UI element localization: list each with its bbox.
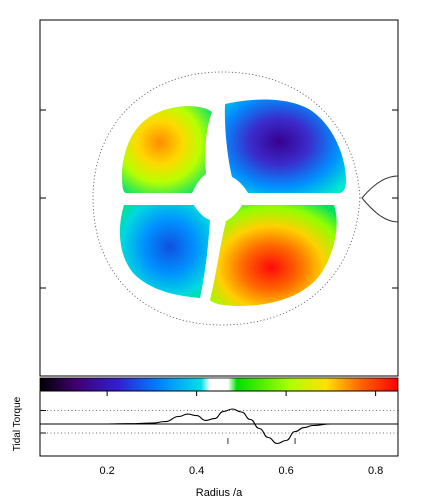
y-axis-label: Tidal Torque (12, 396, 23, 451)
torque-series-line (40, 408, 398, 445)
colorbar-strip (39, 377, 399, 392)
x-tick-label: 0.8 (368, 465, 383, 477)
x-tick-label: 0.2 (99, 465, 114, 477)
quadrant-lower-left (119, 205, 210, 298)
quadrant-upper-left (122, 106, 212, 193)
torque-axes (40, 410, 398, 434)
x-axis-ticks: 0.2 0.4 0.6 0.8 (99, 391, 383, 477)
roche-lobe-outline (92, 71, 361, 326)
quadrant-lower-right (210, 205, 337, 306)
quadrant-upper-right (224, 99, 346, 193)
colorbar (39, 377, 399, 392)
torque-panel: 0.2 0.4 0.6 0.8 Radius /a Tidal Torque (12, 390, 399, 499)
map-panel (39, 19, 399, 377)
x-axis-label: Radius /a (196, 487, 243, 499)
companion-lobe-outline (361, 175, 399, 223)
x-tick-label: 0.6 (278, 465, 293, 477)
map-frame (39, 19, 399, 377)
torque-reference-lines (40, 410, 398, 444)
x-tick-label: 0.4 (189, 465, 204, 477)
